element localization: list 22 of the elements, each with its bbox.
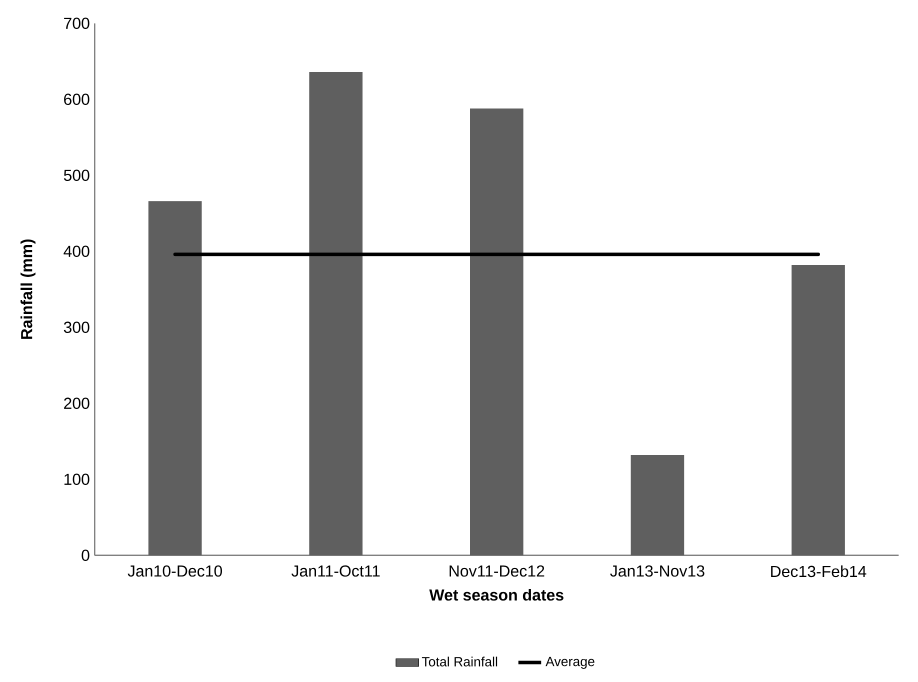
bar (792, 265, 845, 556)
y-tick-label: 400 (64, 246, 90, 257)
y-tick-label: 0 (82, 550, 90, 561)
x-axis-title: Wet season dates (429, 588, 564, 601)
y-tick-label: 500 (64, 170, 90, 181)
x-tick-label: Jan10-Dec10 (128, 565, 222, 577)
bar (470, 108, 524, 556)
y-tick-label: 200 (64, 398, 90, 409)
bar (309, 72, 363, 556)
x-tick-label: Jan13-Nov13 (610, 565, 704, 577)
legend-label: Total Rainfall (422, 656, 498, 666)
y-tick-label: 700 (64, 18, 90, 29)
y-tick-label: 100 (64, 474, 90, 485)
bar (630, 455, 684, 556)
x-tick-label: Jan11-Oct11 (292, 565, 380, 577)
y-axis-title: Rainfall (mm) (20, 239, 36, 339)
y-tick-label: 300 (64, 322, 90, 333)
x-tick-label: Dec13-Feb14 (771, 565, 866, 578)
y-tick-label: 600 (64, 94, 90, 105)
bar (148, 201, 202, 556)
x-tick-label: Nov11-Dec12 (450, 565, 544, 577)
legend-label: Average (546, 656, 594, 669)
